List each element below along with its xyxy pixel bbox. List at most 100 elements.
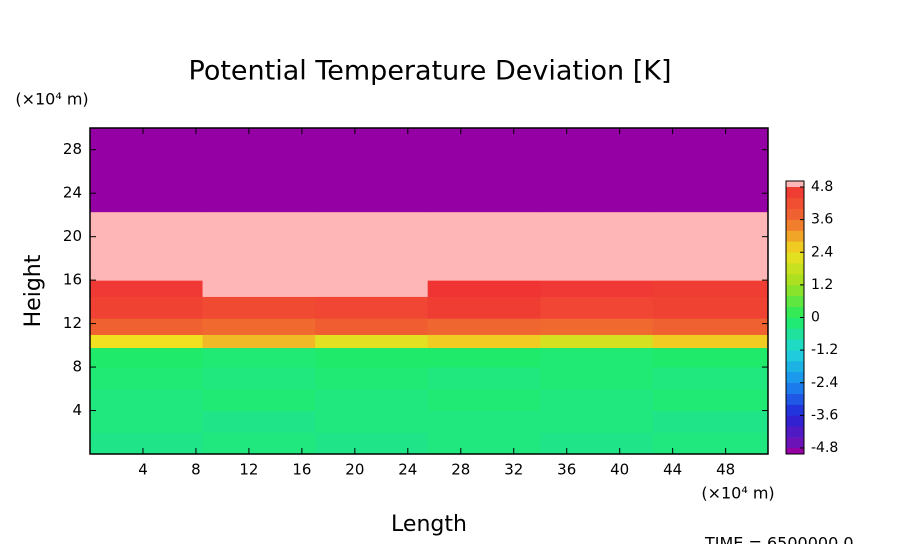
- field-cell: [315, 236, 429, 259]
- x-tick-label: 20: [345, 461, 364, 479]
- field-cell: [90, 367, 204, 390]
- field-cell: [90, 432, 204, 455]
- field-cell: [90, 334, 204, 349]
- field-cell: [90, 128, 204, 162]
- field-cell: [540, 280, 654, 297]
- field-cell: [652, 347, 769, 368]
- x-axis-label: Length: [391, 512, 467, 537]
- colorbar-label: 1.2: [811, 277, 833, 293]
- field-cell: [202, 318, 316, 335]
- field-cell: [652, 211, 769, 238]
- field-cell: [202, 296, 316, 319]
- field-cell: [540, 347, 654, 368]
- field-cell: [540, 334, 654, 349]
- colorbar-label: 4.8: [811, 179, 833, 195]
- y-unit: (×10⁴ m): [15, 90, 88, 109]
- colorbar-under: [786, 448, 804, 454]
- colorbar-band: [786, 328, 804, 340]
- field-cell: [90, 318, 204, 335]
- field-cell: [540, 160, 654, 194]
- field-cell: [427, 211, 541, 238]
- field-cell: [90, 193, 204, 213]
- field-cell: [315, 388, 429, 412]
- field-cell: [652, 367, 769, 390]
- field-cell: [652, 160, 769, 194]
- field-cell: [427, 410, 541, 433]
- field-cell: [202, 128, 316, 162]
- x-tick-label: 36: [557, 461, 576, 479]
- x-unit: (×10⁴ m): [701, 484, 774, 503]
- field-cell: [540, 236, 654, 259]
- colorbar-band: [786, 437, 804, 449]
- field-cell: [315, 258, 429, 281]
- field-cell: [90, 280, 204, 297]
- field-cell: [315, 280, 429, 297]
- y-tick-label: 12: [63, 314, 82, 332]
- colorbar-label: -1.2: [811, 342, 838, 358]
- y-tick-label: 8: [72, 358, 82, 376]
- field-cell: [202, 160, 316, 194]
- field-cell: [202, 193, 316, 213]
- field-cell: [202, 280, 316, 297]
- field-cell: [427, 296, 541, 319]
- field-cell: [90, 258, 204, 281]
- field-cell: [90, 296, 204, 319]
- y-tick-label: 28: [63, 140, 82, 158]
- field-cell: [652, 334, 769, 349]
- x-tick-label: 44: [663, 461, 682, 479]
- field-cell: [540, 128, 654, 162]
- field-cell: [202, 388, 316, 412]
- field-cell: [540, 367, 654, 390]
- field-cell: [202, 347, 316, 368]
- plot-frame: [89, 127, 769, 455]
- y-tick-label: 4: [72, 401, 82, 419]
- x-tick-label: 40: [610, 461, 629, 479]
- colorbar-band: [786, 361, 804, 373]
- x-tick-label: 8: [191, 461, 201, 479]
- field-cell: [90, 410, 204, 433]
- field-cell: [202, 432, 316, 455]
- colorbar-band: [786, 219, 804, 231]
- field-cell: [315, 211, 429, 238]
- field-cell: [652, 388, 769, 412]
- field-cell: [652, 128, 769, 162]
- field-cell: [427, 347, 541, 368]
- field-cell: [427, 432, 541, 455]
- colorbar-band: [786, 339, 804, 351]
- field-cell: [202, 334, 316, 349]
- field-cell: [540, 410, 654, 433]
- field-cell: [427, 128, 541, 162]
- field-cell: [315, 334, 429, 349]
- field: [90, 128, 769, 455]
- colorbar-band: [786, 371, 804, 384]
- colorbar-band: [786, 404, 804, 416]
- field-cell: [315, 347, 429, 368]
- time-label: TIME = 6500000.0: [704, 534, 854, 544]
- field-cell: [315, 160, 429, 194]
- field-cell: [652, 258, 769, 281]
- field-cell: [540, 296, 654, 319]
- y-tick-label: 16: [63, 271, 82, 289]
- field-cell: [540, 211, 654, 238]
- field-cell: [540, 388, 654, 412]
- field-cell: [652, 432, 769, 455]
- axes: 4 8 12 16 20 24 28 32 36 40 44 48481216202428-4.8-3…: [63, 127, 838, 479]
- field-cell: [427, 193, 541, 213]
- field-cell: [652, 296, 769, 319]
- colorbar-band: [786, 197, 804, 210]
- colorbar-label: 2.4: [811, 244, 833, 260]
- field-cell: [540, 258, 654, 281]
- x-tick-label: 4: [138, 461, 148, 479]
- colorbar-over: [786, 181, 804, 187]
- colorbar-band: [786, 208, 804, 220]
- field-cell: [540, 432, 654, 455]
- field-cell: [202, 367, 316, 390]
- field-cell: [315, 128, 429, 162]
- field-cell: [427, 280, 541, 297]
- field-cell: [652, 318, 769, 335]
- field-cell: [540, 193, 654, 213]
- x-tick-label: 12: [239, 461, 258, 479]
- chart-title: Potential Temperature Deviation [K]: [189, 56, 672, 87]
- colorbar-label: -4.8: [811, 440, 838, 456]
